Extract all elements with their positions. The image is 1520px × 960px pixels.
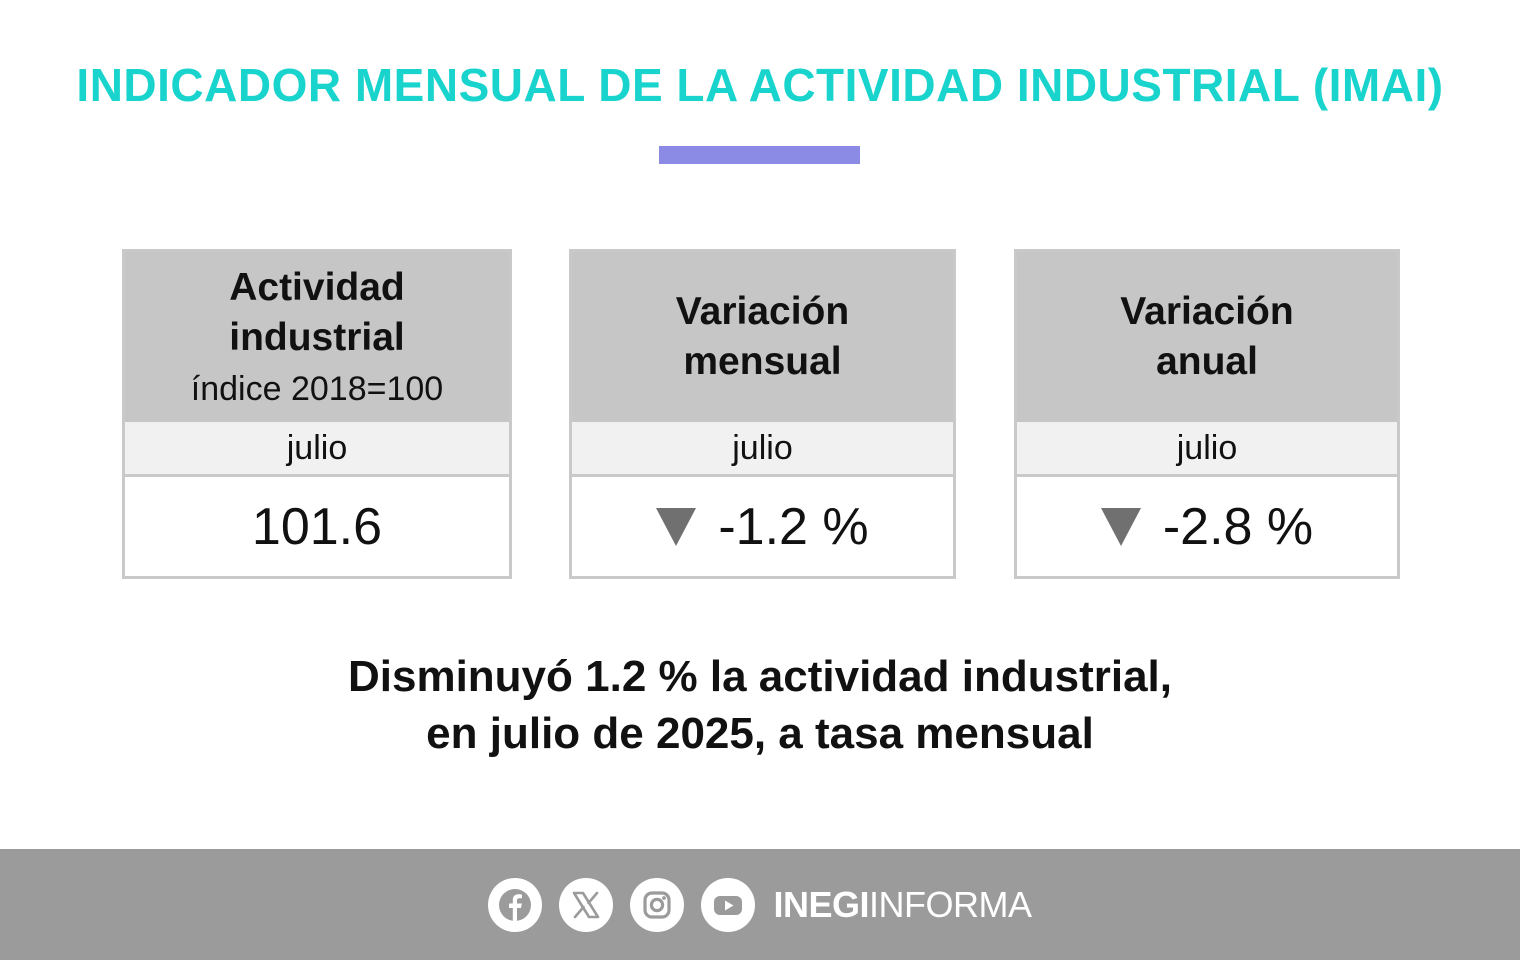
card-header: Variación anual [1017,252,1397,422]
card-title-line1: Variación [1120,290,1294,333]
headline-line2: en julio de 2025, a tasa mensual [426,709,1094,758]
card-variacion-mensual: Variación mensual julio -1.2 % [569,249,956,579]
x-icon[interactable] [559,877,614,932]
down-triangle-icon [656,507,697,546]
title-accent-bar [659,146,860,164]
headline: Disminuyó 1.2 % la actividad industrial,… [0,648,1520,762]
facebook-icon[interactable] [488,877,543,932]
page-title: INDICADOR MENSUAL DE LA ACTIVIDAD INDUST… [76,59,1444,111]
card-value: 101.6 [125,477,509,576]
card-period: julio [125,422,509,477]
card-period: julio [572,422,953,477]
card-header: Actividad industrial índice 2018=100 [125,252,509,422]
card-title-line1: Variación [675,290,850,333]
social-links [488,877,756,932]
card-value-text: -1.2 % [718,497,869,556]
card-value-text: -2.8 % [1162,497,1314,556]
card-value: -1.2 % [572,477,953,576]
card-header: Variación mensual [572,252,953,422]
down-triangle-icon [1100,507,1141,546]
brand-regular: INFORMA [869,883,1032,925]
card-title-line1: Actividad [229,266,405,309]
card-actividad-industrial: Actividad industrial índice 2018=100 jul… [122,249,512,579]
footer-bar: INEGIINFORMA [0,849,1520,960]
instagram-icon[interactable] [630,877,685,932]
card-title-line2: anual [1156,340,1258,383]
card-value: -2.8 % [1017,477,1397,576]
card-title-line2: mensual [683,340,842,383]
card-subtitle: índice 2018=100 [190,370,444,408]
headline-line1: Disminuyó 1.2 % la actividad industrial, [347,652,1172,701]
brand-logo: INEGIINFORMA [773,883,1032,926]
card-variacion-anual: Variación anual julio -2.8 % [1014,249,1400,579]
card-period: julio [1017,422,1397,477]
youtube-icon[interactable] [701,877,756,932]
brand-bold: INEGI [773,883,869,925]
card-title-line2: industrial [229,316,405,359]
card-value-text: 101.6 [251,497,383,556]
